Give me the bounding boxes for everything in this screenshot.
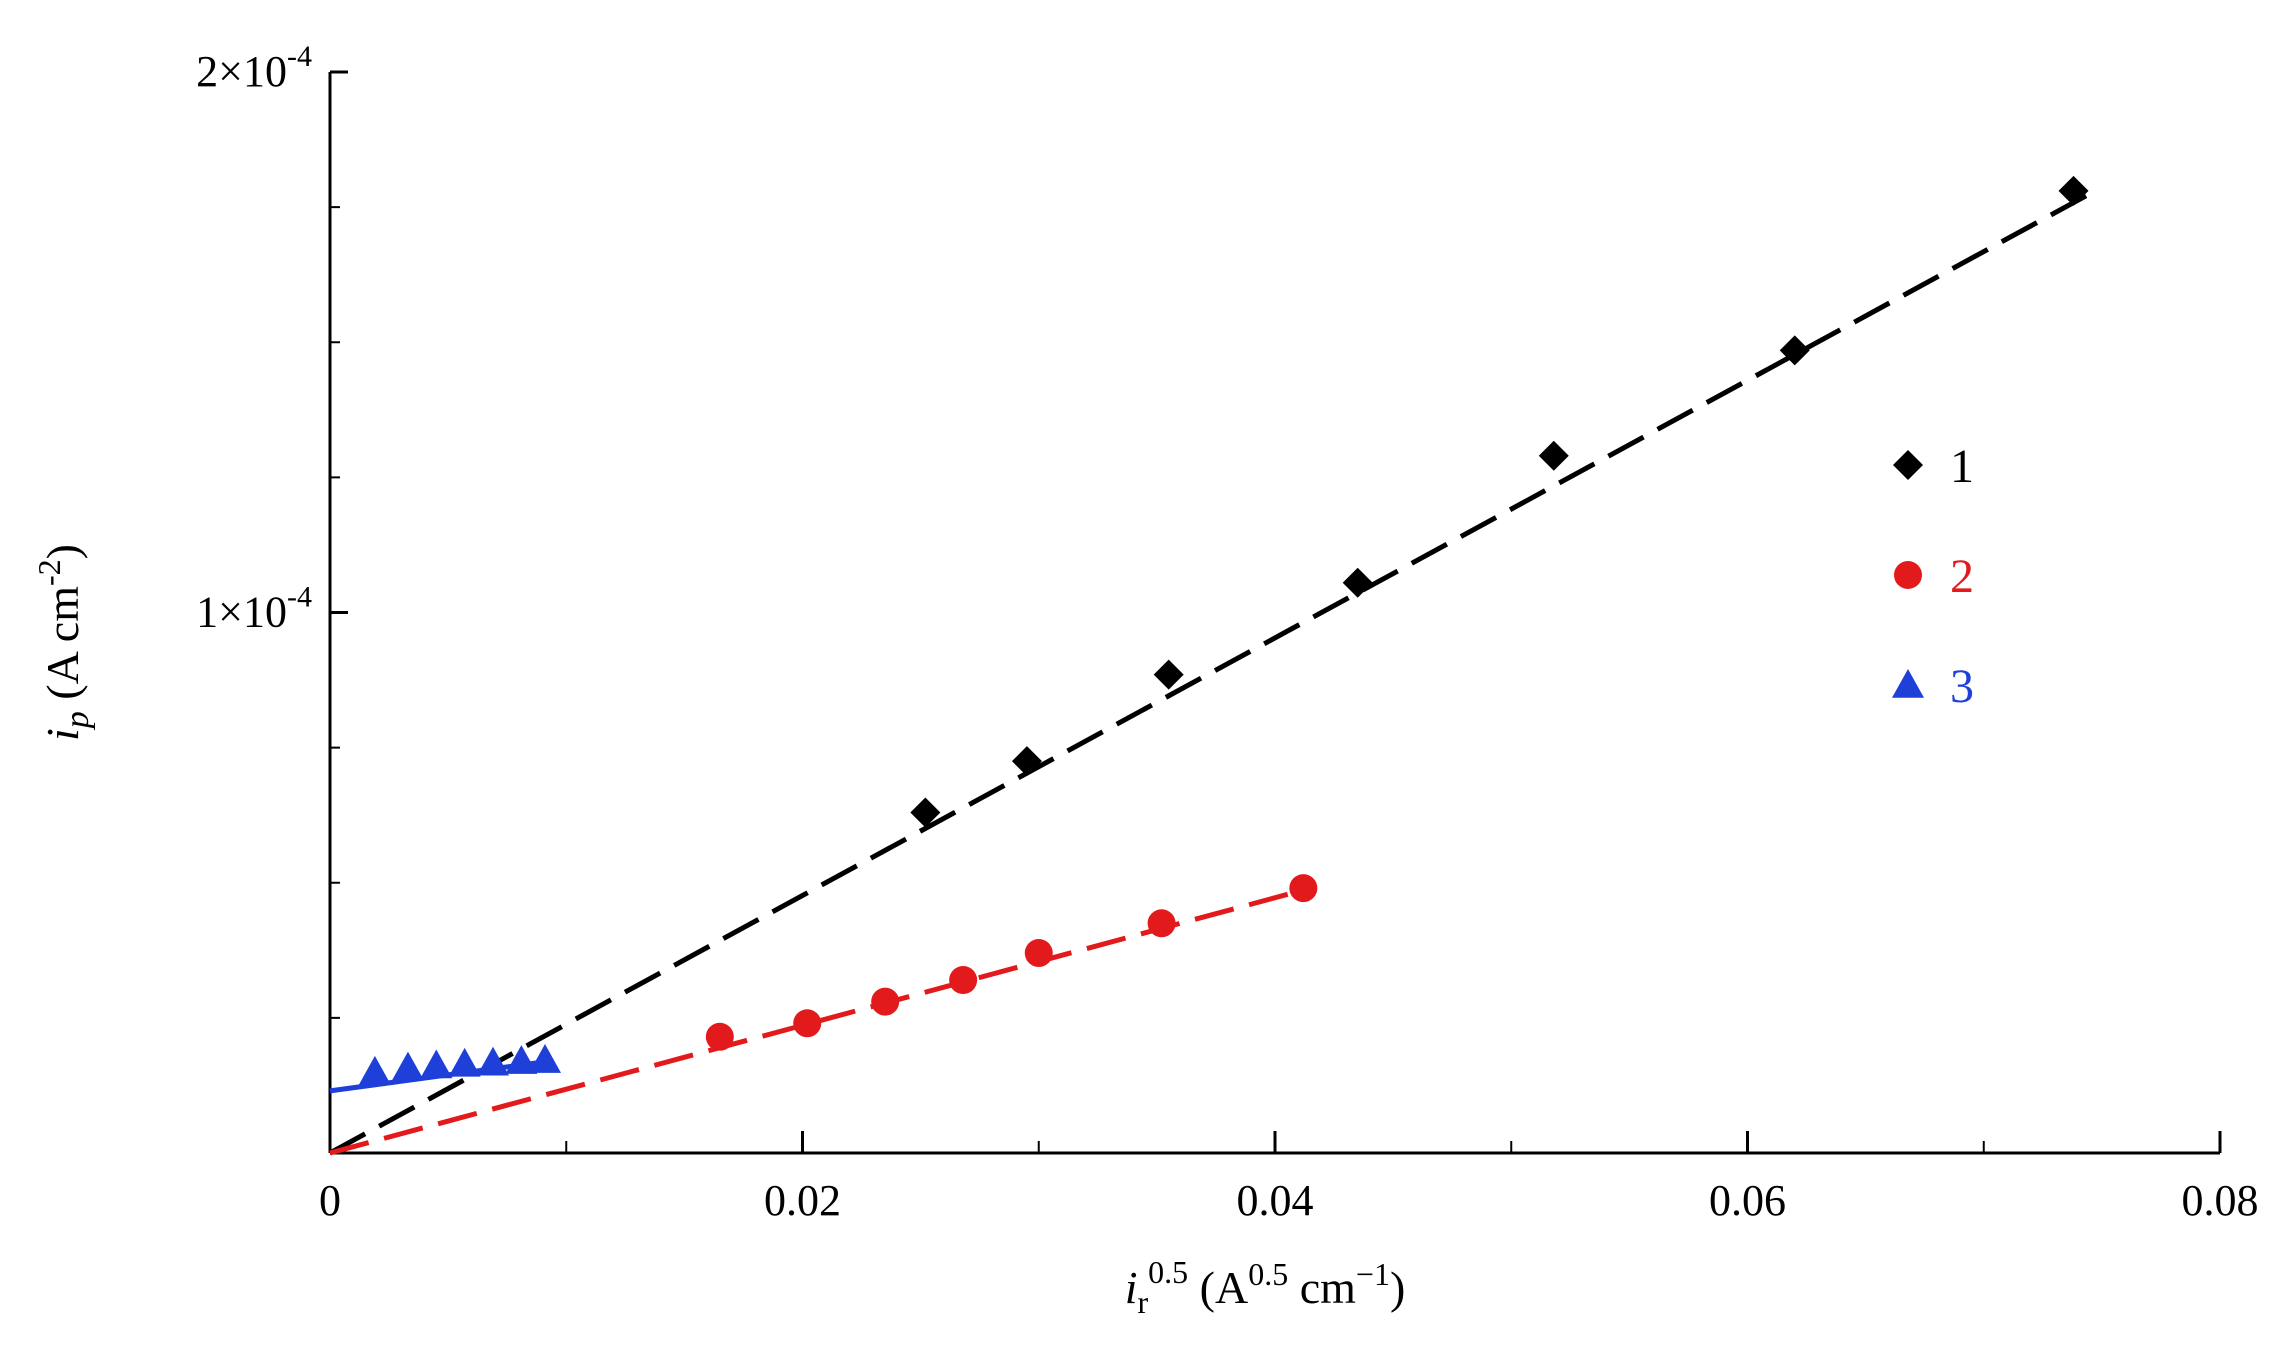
data-point-series-3 bbox=[528, 1044, 561, 1073]
legend-label-series-3: 3 bbox=[1950, 660, 1974, 713]
x-title-unit-rest: cm bbox=[1288, 1262, 1356, 1313]
x-title-unit-close: ) bbox=[1390, 1262, 1405, 1313]
fit-lines bbox=[328, 191, 2092, 1156]
data-point-series-3 bbox=[420, 1049, 453, 1079]
data-point-series-2 bbox=[1147, 909, 1176, 938]
data-point-series-1 bbox=[1342, 567, 1373, 598]
legend-marker-series-3 bbox=[1892, 669, 1924, 698]
fit-line-series-1 bbox=[328, 191, 2092, 1156]
legend-marker-series-1 bbox=[1893, 450, 1923, 480]
legend-label-series-1: 1 bbox=[1950, 440, 1974, 493]
y-tick-label: 2×10-4 bbox=[196, 40, 312, 96]
legend-marker-series-2 bbox=[1894, 561, 1922, 589]
data-point-series-2 bbox=[949, 966, 978, 995]
data-point-series-1 bbox=[1779, 335, 1810, 366]
x-tick-label: 0.04 bbox=[1237, 1176, 1314, 1225]
data-point-series-3 bbox=[391, 1051, 424, 1081]
legend: 1 2 3 bbox=[1892, 440, 1974, 713]
data-point-series-1 bbox=[2058, 175, 2089, 206]
x-tick-label: 0.08 bbox=[2182, 1176, 2259, 1225]
data-point-series-1 bbox=[1153, 659, 1184, 690]
data-point-series-2 bbox=[871, 987, 900, 1016]
y-title-sub: p bbox=[59, 711, 96, 730]
y-axis-title: ip (A cm-2) bbox=[31, 544, 96, 741]
data-markers bbox=[358, 175, 2089, 1085]
data-point-series-2 bbox=[1024, 939, 1053, 968]
data-point-series-1 bbox=[1011, 746, 1042, 777]
y-title-unit-close: ) bbox=[37, 544, 88, 559]
y-title-unit-sup: -2 bbox=[31, 559, 67, 586]
y-tick-label: 1×10-4 bbox=[196, 581, 312, 637]
data-point-series-3 bbox=[477, 1046, 510, 1076]
x-axis-title: ir0.5 (A0.5 cm−1) bbox=[1125, 1254, 1406, 1320]
x-tick-label: 0 bbox=[319, 1176, 341, 1225]
x-tick-label: 0.06 bbox=[1709, 1176, 1786, 1225]
data-point-series-3 bbox=[448, 1047, 481, 1077]
data-point-series-2 bbox=[1289, 874, 1318, 903]
data-point-series-3 bbox=[358, 1055, 391, 1085]
y-title-unit-open: (A cm bbox=[37, 586, 88, 711]
axes bbox=[328, 72, 2220, 1155]
data-point-series-3 bbox=[505, 1045, 538, 1074]
data-point-series-2 bbox=[705, 1022, 734, 1051]
x-tick-label: 0.02 bbox=[764, 1176, 841, 1225]
x-title-unit-sup: 0.5 bbox=[1248, 1256, 1288, 1292]
x-title-sub: r bbox=[1138, 1284, 1149, 1320]
x-title-main: i bbox=[1125, 1262, 1138, 1313]
ticks: 0 0.02 0.04 0.06 0.08 1×10-4 2×10-4 bbox=[196, 40, 2258, 1225]
legend-label-series-2: 2 bbox=[1950, 550, 1974, 603]
data-point-series-1 bbox=[1538, 440, 1569, 471]
y-title-main: i bbox=[37, 728, 88, 741]
x-title-sup: 0.5 bbox=[1148, 1254, 1188, 1290]
x-title-unit-sup2: −1 bbox=[1356, 1256, 1390, 1292]
data-point-series-2 bbox=[793, 1009, 822, 1038]
data-point-series-1 bbox=[910, 797, 941, 828]
x-title-unit-open: (A bbox=[1188, 1262, 1248, 1313]
